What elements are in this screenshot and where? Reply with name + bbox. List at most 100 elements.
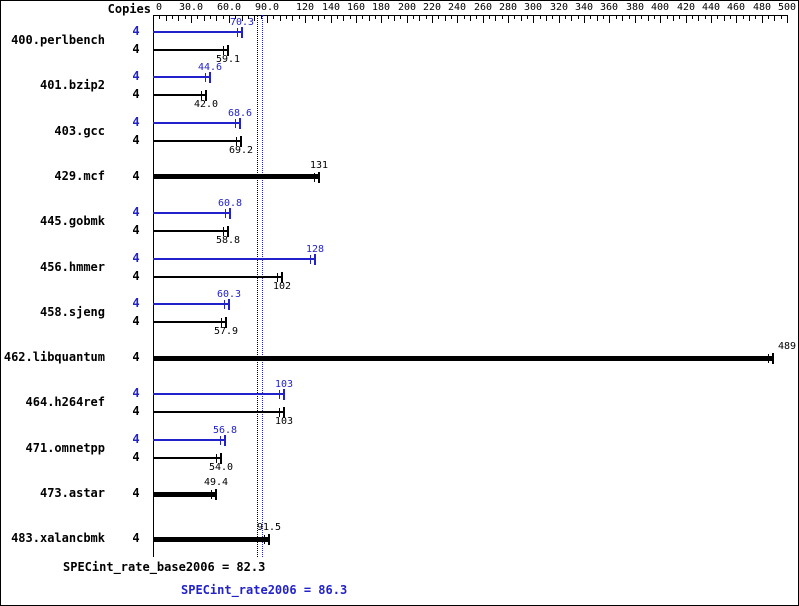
axis-tick [312, 15, 313, 19]
copies-value: 4 [132, 205, 140, 219]
axis-tick [717, 15, 718, 19]
base-value-label: 57.9 [213, 326, 239, 337]
axis-tick-label: 120 [295, 2, 315, 13]
bar-run-tick [223, 227, 224, 236]
copies-value: 4 [132, 269, 140, 283]
base-value-label: 69.2 [228, 145, 254, 156]
axis-tick [705, 15, 706, 19]
peak-value-label: 68.6 [227, 108, 253, 119]
axis-tick [609, 15, 610, 23]
bar-end-cap [240, 136, 242, 147]
bar-run-tick [216, 454, 217, 463]
base-value-label: 489 [777, 341, 796, 352]
axis-tick [749, 15, 750, 21]
copies-value: 4 [132, 251, 140, 265]
bar-end-cap [220, 453, 222, 464]
axis-tick [743, 15, 744, 19]
axis-tick-label: 360 [599, 2, 619, 13]
axis-tick [318, 15, 319, 21]
base-bar [153, 94, 206, 96]
axis-tick [331, 15, 332, 23]
copies-value: 4 [132, 404, 140, 418]
axis-tick [755, 15, 756, 19]
axis-tick [629, 15, 630, 19]
axis-tick [692, 15, 693, 19]
bar-run-tick [279, 408, 280, 417]
axis-tick [457, 15, 458, 23]
axis-tick [762, 15, 763, 23]
axis-tick [578, 15, 579, 19]
axis-tick [172, 15, 173, 19]
base-value-label: 131 [309, 160, 329, 171]
axis-tick [210, 15, 211, 19]
peak-bar [153, 122, 240, 124]
ref-line-base [257, 15, 258, 557]
axis-tick-label: 30.0 [178, 2, 204, 13]
axis-tick [273, 15, 274, 19]
peak-bar [153, 212, 230, 214]
bar-end-cap [772, 353, 774, 364]
axis-tick [381, 15, 382, 23]
axis-tick [514, 15, 515, 19]
axis-tick [426, 15, 427, 19]
axis-tick [508, 15, 509, 23]
peak-value-label: 60.8 [217, 198, 243, 209]
benchmark-name: 445.gobmk [39, 214, 105, 228]
axis-tick [660, 15, 661, 23]
axis-tick-label: 240 [447, 2, 467, 13]
axis-tick [204, 15, 205, 21]
copies-value: 4 [132, 42, 140, 56]
axis-tick [698, 15, 699, 21]
benchmark-name: 458.sjeng [39, 305, 105, 319]
axis-tick [438, 15, 439, 19]
benchmark-name: 471.omnetpp [25, 441, 105, 455]
bar-run-tick [768, 354, 769, 363]
axis-tick-label: 180 [371, 2, 391, 13]
copies-value: 4 [132, 24, 140, 38]
bar-end-cap [283, 407, 285, 418]
axis-tick-label: 420 [676, 2, 696, 13]
bar-run-tick [225, 209, 226, 218]
benchmark-name: 456.hmmer [39, 260, 105, 274]
axis-tick [337, 15, 338, 19]
axis-tick [654, 15, 655, 19]
axis-tick [590, 15, 591, 19]
axis-tick [369, 15, 370, 21]
bar-end-cap [205, 90, 207, 101]
base-value-label: 91.5 [256, 522, 282, 533]
axis-tick [787, 15, 788, 23]
copies-value: 4 [132, 296, 140, 310]
axis-tick [470, 15, 471, 21]
axis-tick [667, 15, 668, 19]
base-bar [153, 321, 226, 323]
axis-tick [597, 15, 598, 21]
benchmark-name: 483.xalancbmk [11, 531, 105, 545]
base-value-label: 58.8 [215, 235, 241, 246]
axis-tick [166, 15, 167, 21]
axis-tick-label: 380 [625, 2, 645, 13]
base-bar [153, 356, 773, 361]
bar-end-cap [241, 27, 243, 38]
peak-value-label: 44.6 [197, 62, 223, 73]
axis-tick [254, 15, 255, 21]
copies-value: 4 [132, 133, 140, 147]
axis-tick [375, 15, 376, 19]
axis-tick [533, 15, 534, 23]
axis-tick [178, 15, 179, 21]
copies-value: 4 [132, 223, 140, 237]
peak-bar [153, 31, 242, 33]
benchmark-name: 462.libquantum [3, 350, 105, 364]
peak-bar [153, 303, 229, 305]
axis-tick [394, 15, 395, 21]
axis-tick [483, 15, 484, 23]
bar-end-cap [283, 389, 285, 400]
axis-tick [476, 15, 477, 19]
axis-tick-label: 0 [156, 2, 163, 13]
bar-end-cap [225, 317, 227, 328]
axis-tick [286, 15, 287, 19]
copies-value: 4 [132, 169, 140, 183]
axis-tick [489, 15, 490, 19]
bar-end-cap [314, 254, 316, 265]
